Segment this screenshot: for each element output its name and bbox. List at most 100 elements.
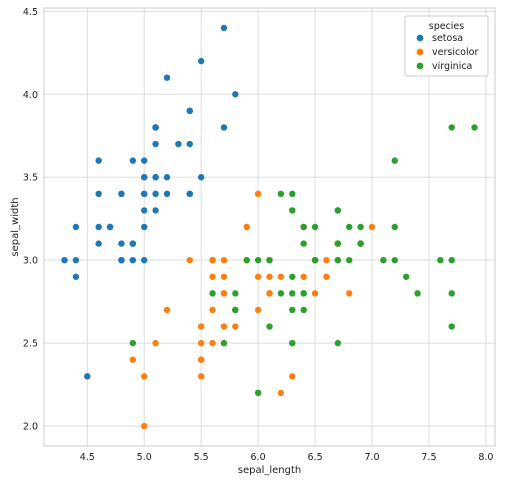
data-point-setosa [152,140,159,148]
data-point-versicolor [254,273,262,280]
data-point-versicolor [141,373,148,380]
data-point-virginica [289,339,296,347]
data-point-setosa [95,157,102,164]
data-point-setosa [152,124,159,131]
data-point-virginica [254,256,262,264]
data-point-setosa [152,190,159,198]
x-tick-label: 4.5 [80,452,95,463]
legend-entry-setosa: setosa [416,33,463,44]
data-point-versicolor [368,223,376,231]
x-tick-label: 8.0 [478,452,493,463]
plot-frame [43,7,496,447]
data-point-versicolor [289,373,296,380]
data-point-virginica [391,256,398,264]
data-point-virginica [391,223,398,231]
data-point-setosa [186,107,193,115]
data-point-virginica [289,306,296,314]
data-point-virginica [289,207,296,214]
data-point-virginica [209,290,216,297]
data-point-setosa [232,91,239,98]
data-point-setosa [186,140,193,148]
data-point-versicolor [232,323,239,330]
legend-marker [416,62,424,70]
data-point-setosa [72,256,80,264]
y-tick-label: 4.0 [23,90,38,101]
data-point-setosa [118,190,125,198]
data-point-virginica [311,223,319,231]
data-point-virginica [311,256,319,264]
data-point-setosa [141,157,148,164]
data-point-virginica [334,207,342,214]
data-point-setosa [84,373,91,380]
x-axis-label: sepal_length [238,465,302,476]
data-point-setosa [152,174,159,181]
data-point-setosa [118,240,125,247]
data-point-setosa [95,223,102,231]
data-point-virginica [346,256,353,264]
data-point-virginica [266,323,273,330]
data-point-versicolor [266,273,273,280]
x-tick-label: 7.0 [364,452,379,463]
data-point-versicolor [129,356,137,363]
data-point-setosa [72,223,80,231]
data-point-setosa [186,190,193,198]
data-point-virginica [232,306,239,314]
data-point-virginica [243,256,250,264]
data-point-versicolor [277,273,285,280]
data-point-virginica [289,290,296,297]
data-point-versicolor [209,256,216,264]
data-point-virginica [300,240,307,247]
data-point-versicolor [323,273,330,280]
legend-label: virginica [432,61,472,72]
data-point-versicolor [209,339,216,347]
data-point-virginica [357,223,364,231]
y-tick-label: 3.5 [23,173,38,184]
data-point-virginica [232,290,239,297]
data-point-virginica [300,306,307,314]
data-point-virginica [254,389,262,397]
data-point-setosa [163,174,171,181]
data-point-setosa [163,190,171,198]
data-point-setosa [152,207,159,214]
data-point-setosa [197,57,205,65]
legend-box [404,15,489,77]
data-point-setosa [141,256,148,264]
data-point-versicolor [220,290,228,297]
data-point-versicolor [277,389,285,397]
data-point-versicolor [163,306,171,314]
data-point-setosa [95,190,102,198]
data-point-versicolor [220,273,228,280]
data-point-virginica [334,256,342,264]
data-point-virginica [448,124,455,131]
data-point-setosa [220,124,228,131]
data-point-virginica [277,290,285,297]
data-point-virginica [300,290,307,297]
data-point-versicolor [197,373,205,380]
data-point-virginica [277,190,285,198]
data-point-versicolor [197,339,205,347]
data-point-virginica [300,223,307,231]
data-point-virginica [448,290,455,297]
y-tick-labels: 2.0 2.5 3.0 3.5 4.0 4.5 [23,7,38,433]
data-point-versicolor [243,223,250,231]
data-point-virginica [380,256,387,264]
y-tick-label: 2.0 [23,422,38,433]
legend: species setosa versicolor virginica [404,15,489,77]
data-point-setosa [175,140,182,148]
data-point-setosa [197,174,205,181]
legend-entry-versicolor: versicolor [416,47,478,58]
data-point-setosa [61,256,68,264]
data-point-setosa [106,223,114,231]
data-point-virginica [414,290,421,297]
series-virginica [129,124,478,397]
data-point-setosa [141,223,148,231]
x-tick-label: 7.5 [421,452,436,463]
series-versicolor [129,190,376,430]
data-point-virginica [437,256,444,264]
data-point-virginica [289,273,296,280]
data-point-setosa [72,273,80,280]
legend-label: versicolor [432,47,478,58]
legend-marker [416,48,424,56]
data-point-virginica [334,240,342,247]
